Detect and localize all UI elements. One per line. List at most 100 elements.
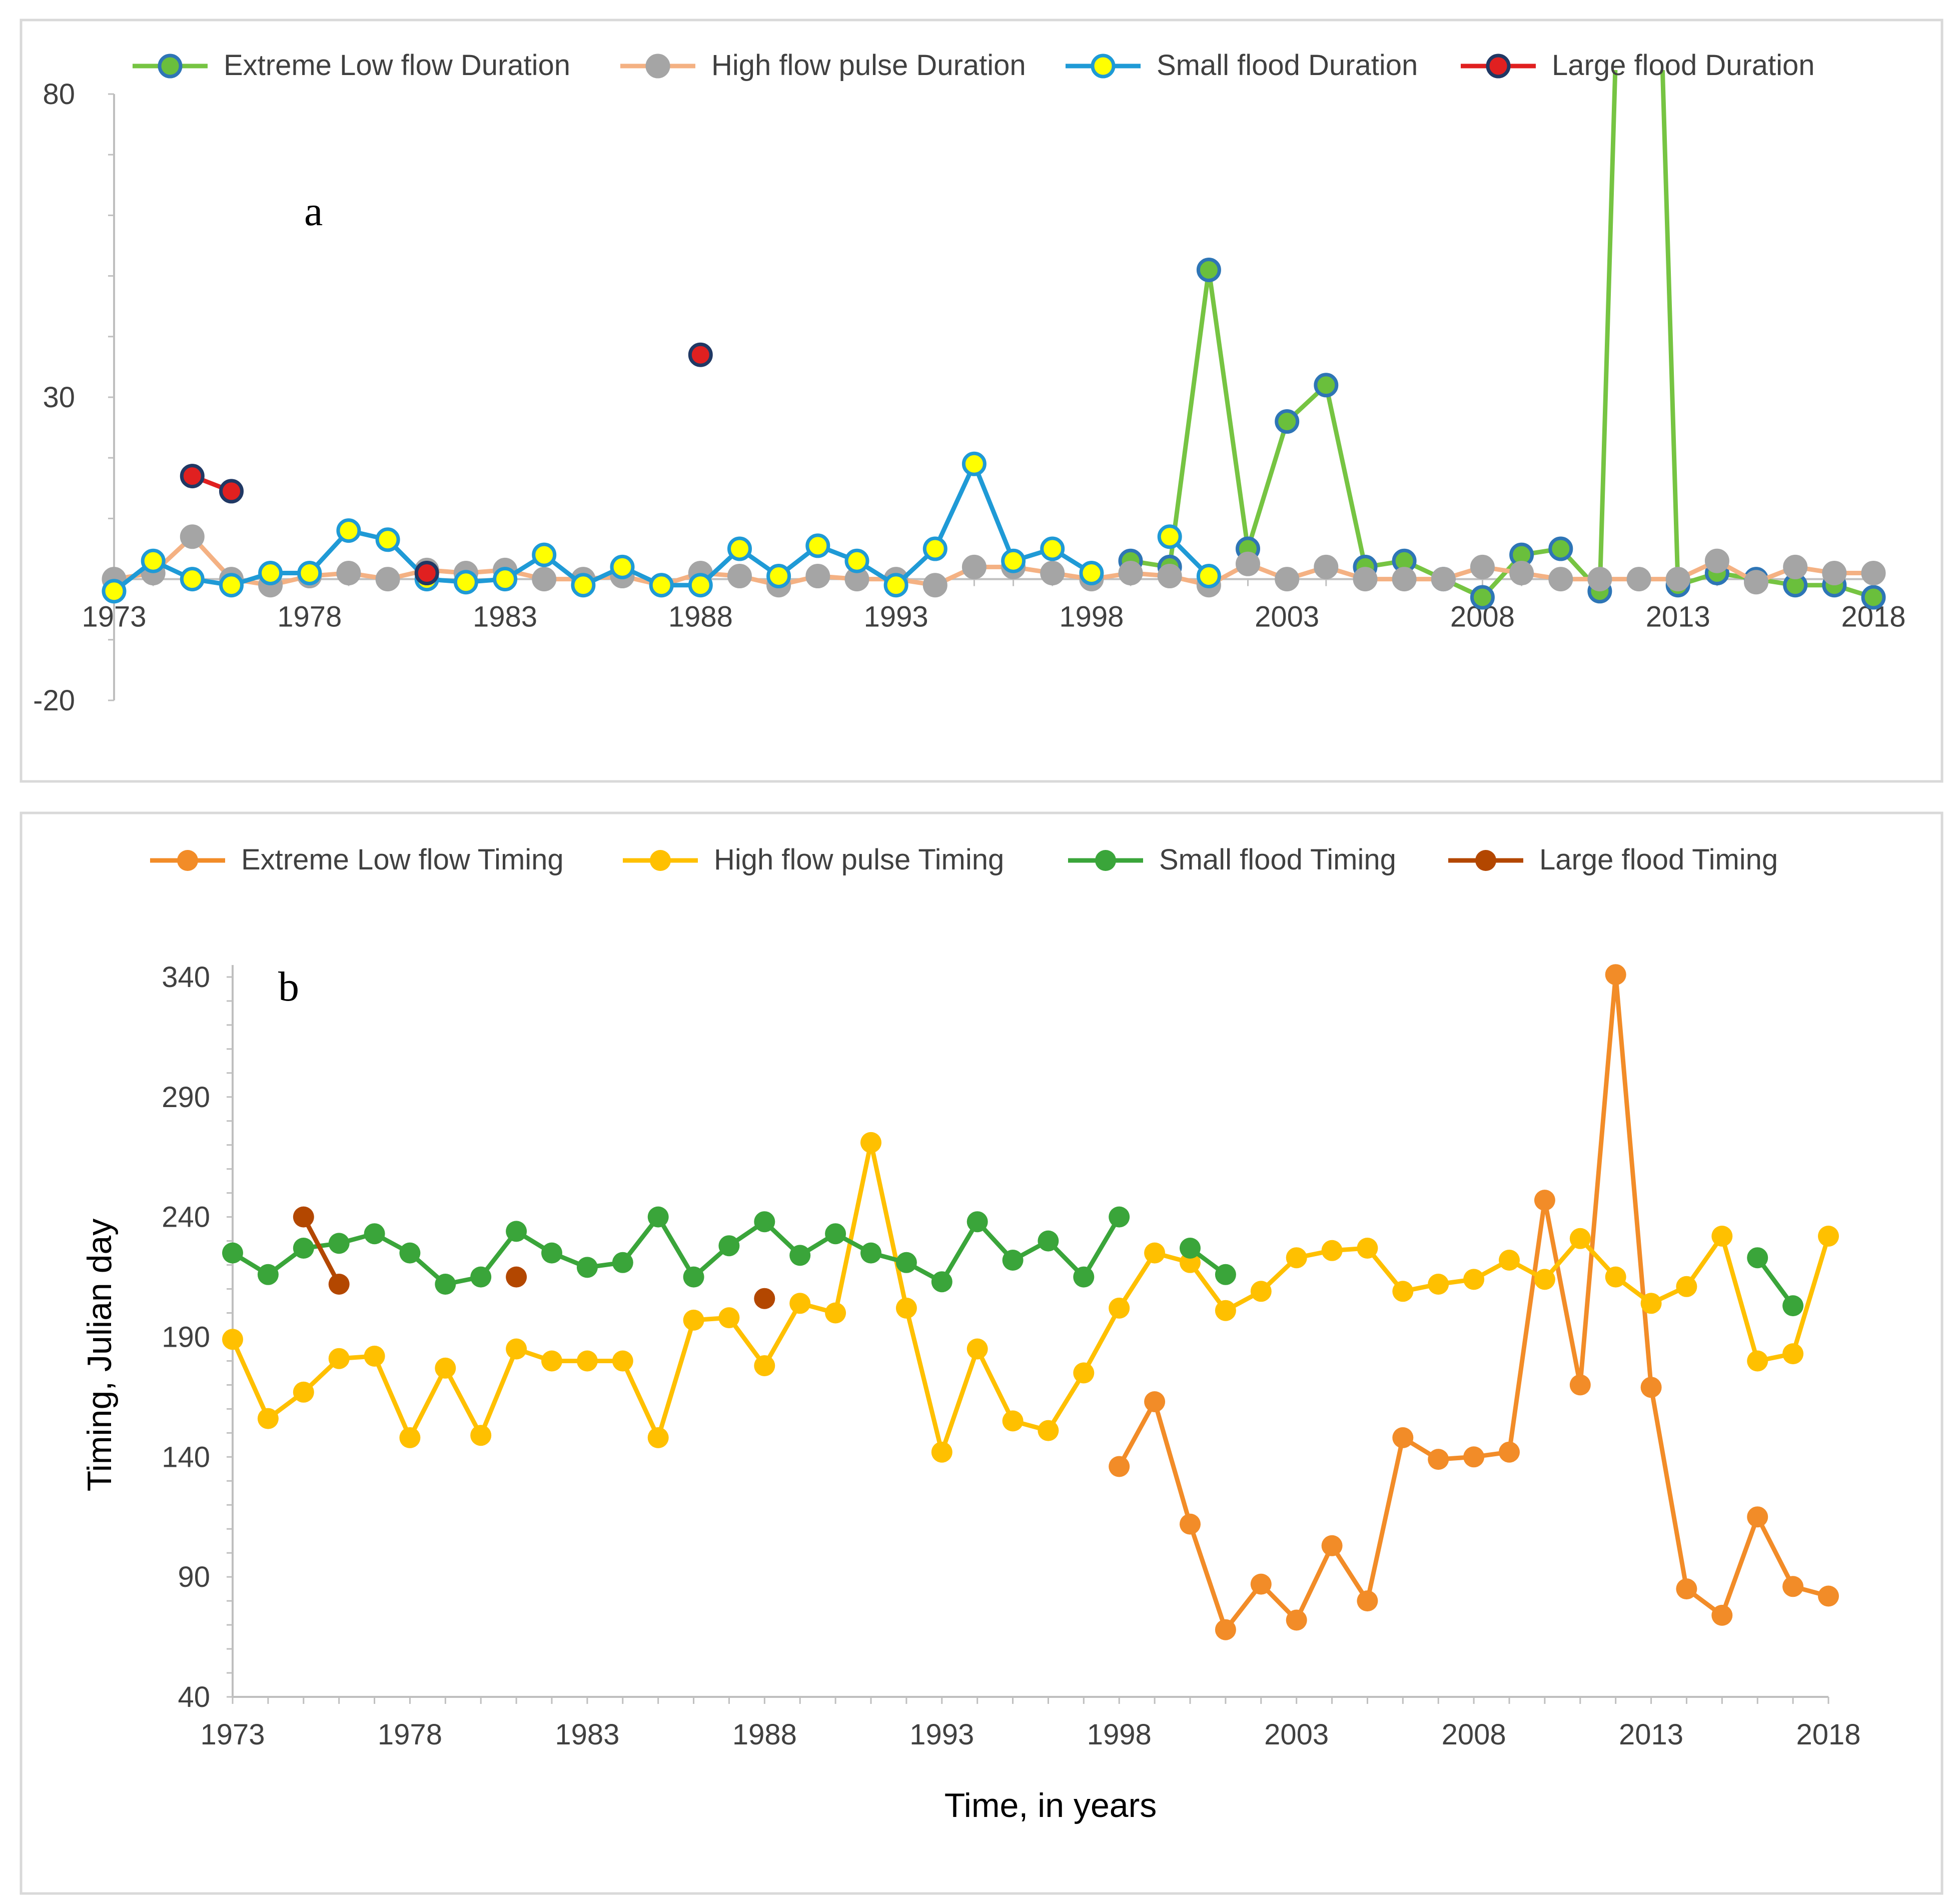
series-line — [230, 1140, 1831, 1455]
data-point — [222, 1242, 243, 1264]
data-point — [1353, 567, 1378, 592]
data-point — [612, 1350, 633, 1372]
data-point — [825, 1302, 846, 1324]
data-point — [364, 1345, 385, 1367]
data-point — [1818, 1226, 1839, 1247]
data-point — [1640, 1293, 1662, 1314]
data-point — [258, 561, 283, 585]
legend-label: High flow pulse Duration — [711, 49, 1026, 82]
data-point — [1428, 1449, 1449, 1470]
data-point — [470, 1425, 492, 1446]
legend-item: Large flood Duration — [1461, 49, 1815, 82]
data-point — [257, 1408, 279, 1429]
data-point — [180, 567, 205, 592]
data-point — [1569, 1374, 1591, 1396]
data-point — [1321, 1240, 1343, 1261]
data-point — [506, 1221, 527, 1242]
data-point — [470, 1266, 492, 1288]
legend-item: Extreme Low flow Timing — [150, 843, 564, 876]
x-tick-label: 1993 — [909, 1718, 974, 1751]
data-point — [328, 1274, 350, 1295]
data-point — [1861, 561, 1886, 585]
panel-b-legend: Extreme Low flow Timing High flow pulse T… — [150, 843, 1778, 876]
panel-a-legend: Extreme Low flow Duration High flow pulse… — [133, 49, 1815, 82]
data-point — [825, 1223, 846, 1245]
panel-b-chart: 40 90 140 190 240 290 340 1973 1978 1983 1988 1993 1… — [81, 843, 1861, 1824]
data-point — [1747, 1350, 1768, 1372]
data-point — [541, 1242, 562, 1264]
data-point — [1509, 561, 1534, 585]
data-point — [610, 554, 635, 579]
data-point — [1275, 409, 1300, 434]
data-point — [1073, 1266, 1095, 1288]
x-tick-label: 1993 — [864, 601, 928, 633]
x-tick-label: 1988 — [668, 601, 733, 633]
series-3 — [222, 1206, 1804, 1317]
data-point — [612, 1252, 633, 1273]
data-point — [688, 342, 713, 367]
data-point — [961, 451, 987, 476]
data-point — [1215, 1264, 1236, 1285]
data-point — [1605, 1266, 1626, 1288]
data-point — [1215, 1619, 1236, 1640]
data-point — [328, 1348, 350, 1369]
data-point — [532, 542, 557, 567]
data-point — [1470, 585, 1495, 610]
data-point — [1783, 554, 1808, 579]
panel-a-series — [102, 70, 1886, 610]
data-point — [1782, 1343, 1804, 1365]
data-point — [647, 1427, 669, 1448]
y-tick-label: 190 — [162, 1321, 210, 1353]
data-point — [1196, 564, 1221, 588]
data-point — [860, 1132, 881, 1153]
data-point — [1286, 1609, 1307, 1631]
x-axis-title: Time, in years — [944, 1786, 1157, 1824]
legend-marker — [1091, 54, 1116, 79]
data-point — [435, 1274, 456, 1295]
legend-marker — [1475, 850, 1496, 871]
data-point — [219, 573, 244, 598]
data-point — [754, 1288, 775, 1309]
data-point — [375, 567, 400, 592]
data-point — [931, 1271, 952, 1293]
panel-a-letter: a — [304, 188, 323, 235]
data-point — [375, 527, 400, 552]
data-point — [506, 1266, 527, 1288]
legend-marker — [1095, 850, 1116, 871]
x-tick-label: 2013 — [1619, 1718, 1683, 1751]
data-point — [532, 567, 557, 592]
data-point — [506, 1338, 527, 1360]
data-point — [1180, 1252, 1201, 1273]
data-point — [180, 524, 205, 549]
data-point — [727, 536, 752, 561]
legend-marker — [177, 850, 198, 871]
legend-item: Small flood Timing — [1068, 843, 1396, 876]
data-point — [647, 1206, 669, 1228]
data-point — [805, 564, 830, 588]
data-point — [1357, 1238, 1378, 1259]
data-point — [1548, 536, 1573, 561]
data-point — [1782, 1576, 1804, 1597]
data-point — [1040, 561, 1065, 585]
data-point — [1626, 567, 1651, 592]
y-tick-label: 290 — [162, 1081, 210, 1114]
legend-item: High flow pulse Timing — [623, 843, 1004, 876]
data-point — [1180, 1513, 1201, 1535]
data-point — [1275, 567, 1300, 592]
data-point — [683, 1309, 704, 1331]
data-point — [1109, 1297, 1130, 1319]
data-point — [1314, 373, 1339, 398]
data-point — [222, 1329, 243, 1350]
data-point — [688, 573, 713, 598]
legend-item: High flow pulse Duration — [620, 49, 1026, 82]
legend-marker — [1486, 54, 1511, 79]
data-point — [571, 573, 596, 598]
legend-label: Large flood Timing — [1539, 843, 1778, 876]
data-point — [1250, 1573, 1272, 1595]
data-point — [1118, 561, 1143, 585]
data-point — [180, 464, 205, 489]
data-point — [718, 1235, 740, 1257]
data-point — [1392, 567, 1417, 592]
